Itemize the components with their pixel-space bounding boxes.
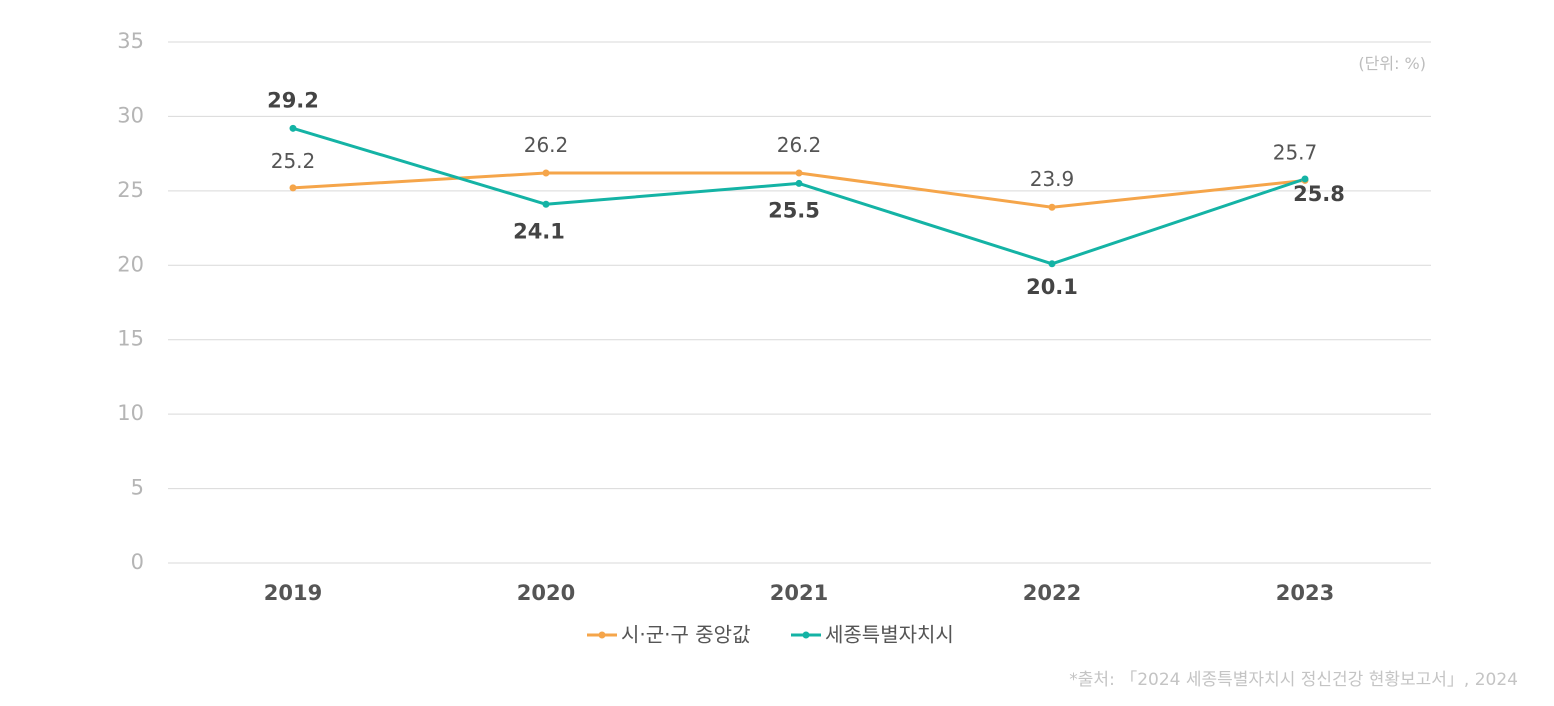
data-point-median	[1048, 203, 1056, 211]
legend-marker-sejong	[802, 631, 810, 639]
data-label-median: 25.2	[271, 149, 316, 173]
legend-marker-median	[598, 631, 606, 639]
data-point-sejong	[289, 124, 297, 132]
data-labels: 25.2 26.2 26.2 23.9 25.7 29.2 24.1 25.5 20.1 25.8	[267, 88, 1345, 298]
legend-label-sejong: 세종특별자치시	[825, 623, 954, 647]
data-point-median	[542, 169, 550, 177]
data-point-sejong	[795, 179, 803, 187]
data-point-sejong	[1048, 260, 1056, 268]
data-label-median: 25.7	[1273, 140, 1318, 164]
data-point-sejong	[1301, 175, 1309, 183]
y-tick-label: 10	[117, 401, 144, 425]
data-label-sejong: 24.1	[513, 219, 565, 243]
data-label-sejong: 29.2	[267, 88, 319, 112]
data-label-median: 26.2	[524, 133, 569, 157]
y-axis-ticks: 0 5 10 15 20 25 30 35	[117, 29, 144, 574]
x-axis-ticks: 2019 2020 2021 2022 2023	[264, 581, 1334, 605]
unit-note: (단위: %)	[1358, 54, 1426, 73]
data-label-median: 26.2	[777, 133, 822, 157]
y-tick-label: 0	[131, 550, 144, 574]
x-tick-label: 2021	[770, 581, 828, 605]
x-tick-label: 2019	[264, 581, 322, 605]
data-label-sejong: 20.1	[1026, 275, 1078, 299]
x-tick-label: 2023	[1276, 581, 1334, 605]
y-tick-label: 5	[131, 476, 144, 500]
data-label-sejong: 25.5	[768, 198, 820, 222]
gridlines	[168, 41, 1431, 564]
y-tick-label: 15	[117, 327, 144, 351]
data-point-sejong	[542, 200, 550, 208]
legend-label-median: 시·군·구 중앙값	[621, 623, 750, 647]
x-tick-label: 2020	[517, 581, 575, 605]
y-tick-label: 20	[117, 252, 144, 276]
y-tick-label: 35	[117, 29, 144, 53]
series	[289, 124, 1309, 268]
y-tick-label: 30	[117, 103, 144, 127]
data-point-median	[795, 169, 803, 177]
data-label-median: 23.9	[1030, 167, 1075, 191]
y-tick-label: 25	[117, 178, 144, 202]
legend: 시·군·구 중앙값 세종특별자치시	[587, 623, 954, 647]
x-tick-label: 2022	[1023, 581, 1081, 605]
data-label-sejong: 25.8	[1293, 182, 1345, 206]
data-point-median	[289, 184, 297, 192]
source-note: *출처: 「2024 세종특별자치시 정신건강 현황보고서」, 2024	[1069, 670, 1518, 690]
